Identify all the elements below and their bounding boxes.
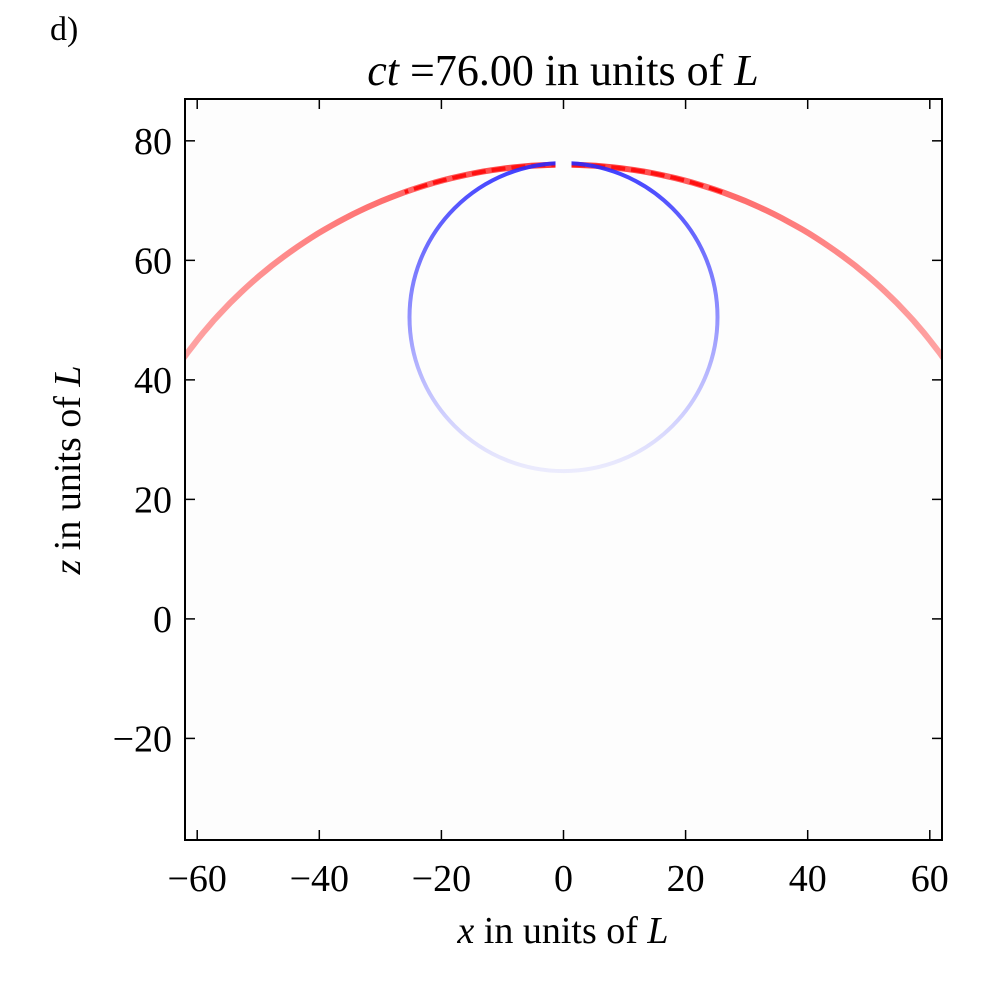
x-tick-label: −20 <box>412 858 471 900</box>
y-ticks: −20 0 20 40 60 80 <box>113 121 942 760</box>
y-label-unit: L <box>47 365 89 387</box>
title-variable: ct <box>367 46 401 95</box>
x-axis-label: x in units of L <box>456 910 668 952</box>
x-tick-label: 20 <box>667 858 705 900</box>
y-axis-label: z in units of L <box>47 365 89 575</box>
y-tick-label: 80 <box>134 121 172 163</box>
title-text: =76.00 in units of <box>399 46 734 95</box>
x-tick-label: 60 <box>911 858 949 900</box>
y-tick-label: 20 <box>134 479 172 521</box>
title-unit: L <box>733 46 758 95</box>
panel-label: d) <box>50 11 78 48</box>
x-tick-label: 0 <box>554 858 573 900</box>
x-tick-label: 40 <box>789 858 827 900</box>
y-label-text: in units of <box>47 387 89 560</box>
y-label-variable: z <box>47 560 89 576</box>
x-ticks: −60 −40 −20 0 20 40 60 <box>167 99 949 900</box>
x-label-variable: x <box>456 910 474 952</box>
y-tick-label: −20 <box>113 718 172 760</box>
top-gap-highlight <box>555 160 572 169</box>
x-label-unit: L <box>646 910 668 952</box>
y-tick-label: 60 <box>134 240 172 282</box>
y-tick-label: 0 <box>153 599 172 641</box>
x-label-text: in units of <box>474 910 647 952</box>
x-tick-label: −60 <box>167 858 226 900</box>
x-tick-label: −40 <box>290 858 349 900</box>
heatmap-field <box>185 160 942 474</box>
y-tick-label: 40 <box>134 360 172 402</box>
chart-title: ct =76.00 in units of L <box>367 46 759 95</box>
